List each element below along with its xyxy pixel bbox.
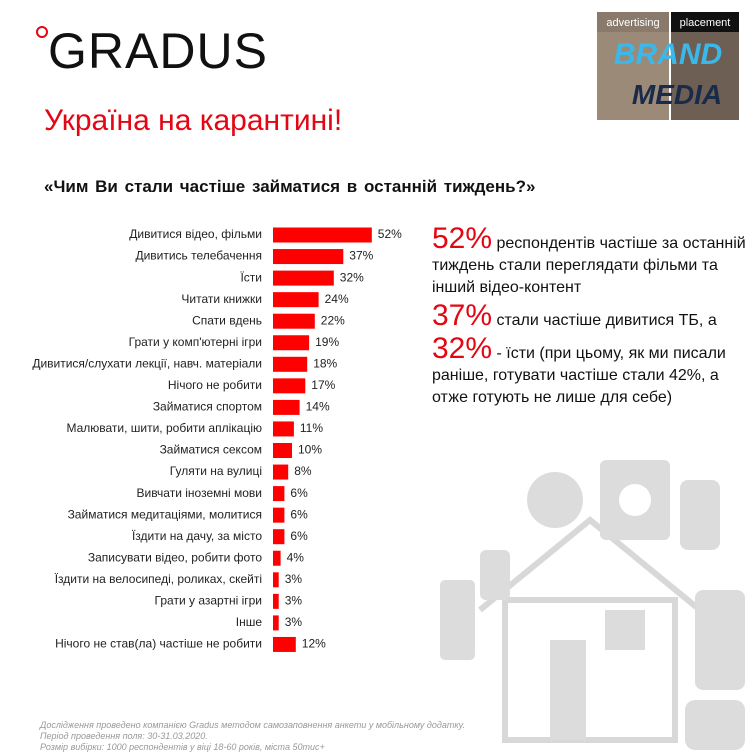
commentary-item: 32% - їсти (при цьому, як ми писали рані…: [432, 334, 750, 409]
value-label: 18%: [313, 356, 337, 370]
footnote-line: Розмір вибірки: 1000 респондентів у віці…: [40, 742, 325, 752]
bar: [273, 550, 281, 566]
value-label: 4%: [287, 550, 305, 564]
category-label: Займатися спортом: [153, 400, 262, 414]
commentary: 52% респондентів частіше за останній тиж…: [432, 224, 750, 415]
category-label: Нічого не робити: [168, 378, 262, 392]
bar: [273, 486, 285, 502]
bar: [273, 529, 285, 545]
category-label: Їздити на велосипеді, роликах, скейті: [55, 572, 262, 586]
commentary-item: 37% стали частіше дивитися ТБ, а: [432, 301, 750, 332]
logo-dot: [36, 26, 48, 38]
bar: [273, 378, 306, 394]
bar: [273, 335, 310, 351]
bar: [273, 507, 285, 523]
commentary-figure: 52%: [432, 222, 493, 255]
footnote-line: Дослідження проведено компанією Gradus м…: [40, 720, 465, 730]
logo-panel: [597, 12, 669, 32]
commentary-text: - їсти (при цьому, як ми писали раніше, …: [432, 345, 726, 406]
logo-text: BRAND: [614, 38, 722, 71]
bar-chart: Дивитися відео, фільми 52% Дивитись телеба…: [32, 227, 402, 652]
title: Україна на карантині!: [44, 104, 343, 137]
bar: [273, 313, 315, 329]
category-label: Спати вдень: [192, 313, 262, 327]
value-label: 32%: [340, 270, 364, 284]
question: «Чим Ви стали частіше займатися в останн…: [44, 177, 536, 196]
value-label: 3%: [285, 615, 303, 629]
category-label: Інше: [236, 615, 263, 629]
category-label: Читати книжки: [181, 292, 262, 306]
value-label: 37%: [349, 249, 373, 263]
bar: [273, 421, 294, 437]
footnote: Дослідження проведено компанією Gradus м…: [40, 720, 465, 753]
bar: [273, 270, 334, 286]
commentary-text: стали частіше дивитися ТБ, а: [496, 312, 717, 329]
value-label: 12%: [302, 637, 326, 651]
value-label: 14%: [306, 400, 330, 414]
commentary-figure: 32%: [432, 332, 493, 365]
partner-logo: advertising placement BRAND MEDIA: [597, 12, 739, 120]
category-label: Дивитися відео, фільми: [129, 227, 262, 241]
value-label: 6%: [290, 529, 308, 543]
category-label: Дивитись телебачення: [135, 249, 262, 263]
category-label: Їсти: [240, 270, 262, 284]
category-label: Грати у азартні ігри: [155, 594, 262, 608]
bar: [273, 615, 279, 631]
category-label: Займатися медитаціями, молитися: [68, 507, 262, 521]
value-label: 8%: [294, 464, 312, 478]
value-label: 6%: [290, 486, 308, 500]
category-label: Займатися сексом: [160, 443, 262, 457]
bar: [273, 227, 372, 243]
bar: [273, 292, 319, 308]
bar: [273, 356, 308, 372]
value-label: 52%: [378, 227, 402, 241]
category-label: Малювати, шити, робити аплікацію: [66, 421, 262, 435]
bar: [273, 636, 296, 652]
logo-text: advertising: [606, 17, 659, 29]
logo-text: MEDIA: [632, 79, 722, 110]
value-label: 6%: [290, 507, 308, 521]
value-label: 17%: [311, 378, 335, 392]
category-label: Дивитися/слухати лекції, навч. матеріали: [32, 356, 262, 370]
category-label: Записувати відео, робити фото: [88, 550, 262, 564]
footnote-line: Період проведення поля: 30-31.03.2020.: [40, 731, 208, 741]
bar: [273, 399, 300, 415]
value-label: 10%: [298, 443, 322, 457]
value-label: 19%: [315, 335, 339, 349]
commentary-text: респондентів частіше за останній тиждень…: [432, 235, 746, 296]
value-label: 22%: [321, 313, 345, 327]
bar: [273, 249, 344, 265]
category-label: Вивчати іноземні мови: [137, 486, 263, 500]
category-label: Грати у комп'ютерні ігри: [129, 335, 262, 349]
value-label: 24%: [325, 292, 349, 306]
commentary-item: 52% респондентів частіше за останній тиж…: [432, 224, 750, 299]
commentary-figure: 37%: [432, 299, 493, 332]
logo: GRADUS: [48, 23, 268, 79]
category-label: Нічого не став(ла) частіше не робити: [55, 637, 262, 651]
bar: [273, 443, 292, 458]
value-label: 3%: [285, 572, 303, 586]
bar: [273, 593, 279, 609]
logo-panel: [671, 12, 739, 32]
category-label: Їздити на дачу, за місто: [132, 529, 262, 543]
logo-text: placement: [680, 17, 731, 29]
bar: [273, 572, 279, 588]
household-illustration: [440, 460, 745, 750]
value-label: 3%: [285, 594, 303, 608]
bar: [273, 464, 289, 480]
value-label: 11%: [300, 421, 323, 435]
category-label: Гуляти на вулиці: [170, 464, 262, 478]
